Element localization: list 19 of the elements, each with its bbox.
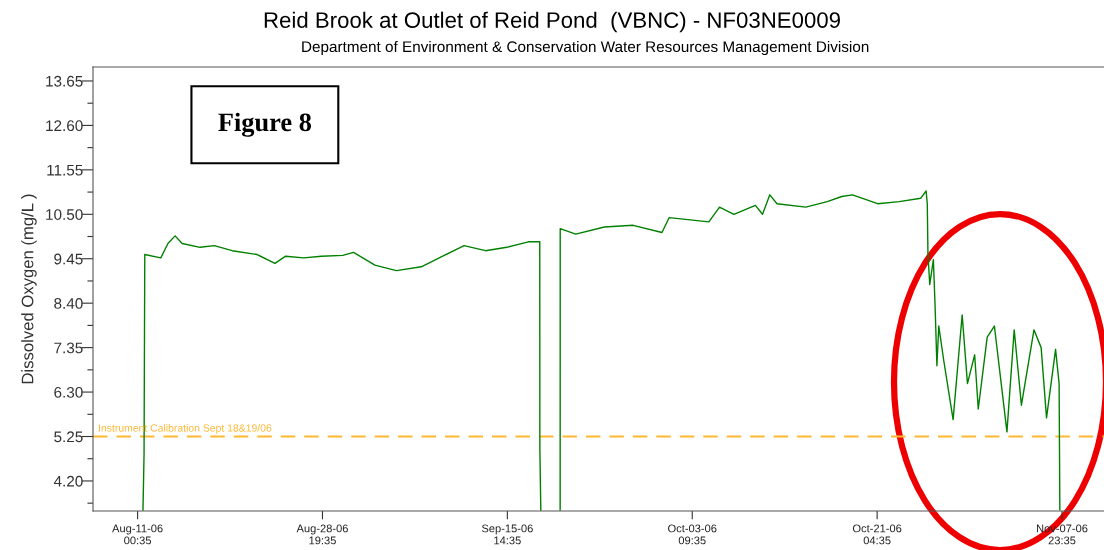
y-tick-label: 5.25 [54,431,83,443]
y-tick-label: 9.45 [54,253,83,265]
x-tick-label: Oct-21-06 04:35 [852,524,902,545]
x-tick-label: Oct-03-06 09:35 [668,524,717,545]
y-tick-label: 7.35 [54,342,83,354]
y-tick-label: 6.30 [54,386,83,398]
x-tick-label: Sep-15-06 14:35 [481,524,533,545]
y-tick-label: 10.50 [46,209,83,220]
y-tick-label: 13.65 [46,75,83,87]
chart-title: Reid Brook at Outlet of Reid Pond (VBNC) - NF03NE0009 [264,11,840,33]
x-tick-label: Aug-11-06 00:35 [112,524,163,545]
annotation: Figure 8 [218,112,312,137]
y-tick-label: 8.40 [54,298,83,309]
y-tick-label: 11.55 [47,164,83,176]
y-axis-title: Dissolved Oxygen (mg/L ) [21,194,37,384]
y-tick-label: 12.60 [46,120,83,132]
y-tick-label: 4.20 [53,475,83,487]
chart-subtitle: Department of Environment & Conservation Water Resources Management Division [302,40,869,56]
x-tick-label: Aug-28-06 19:35 [296,524,348,545]
